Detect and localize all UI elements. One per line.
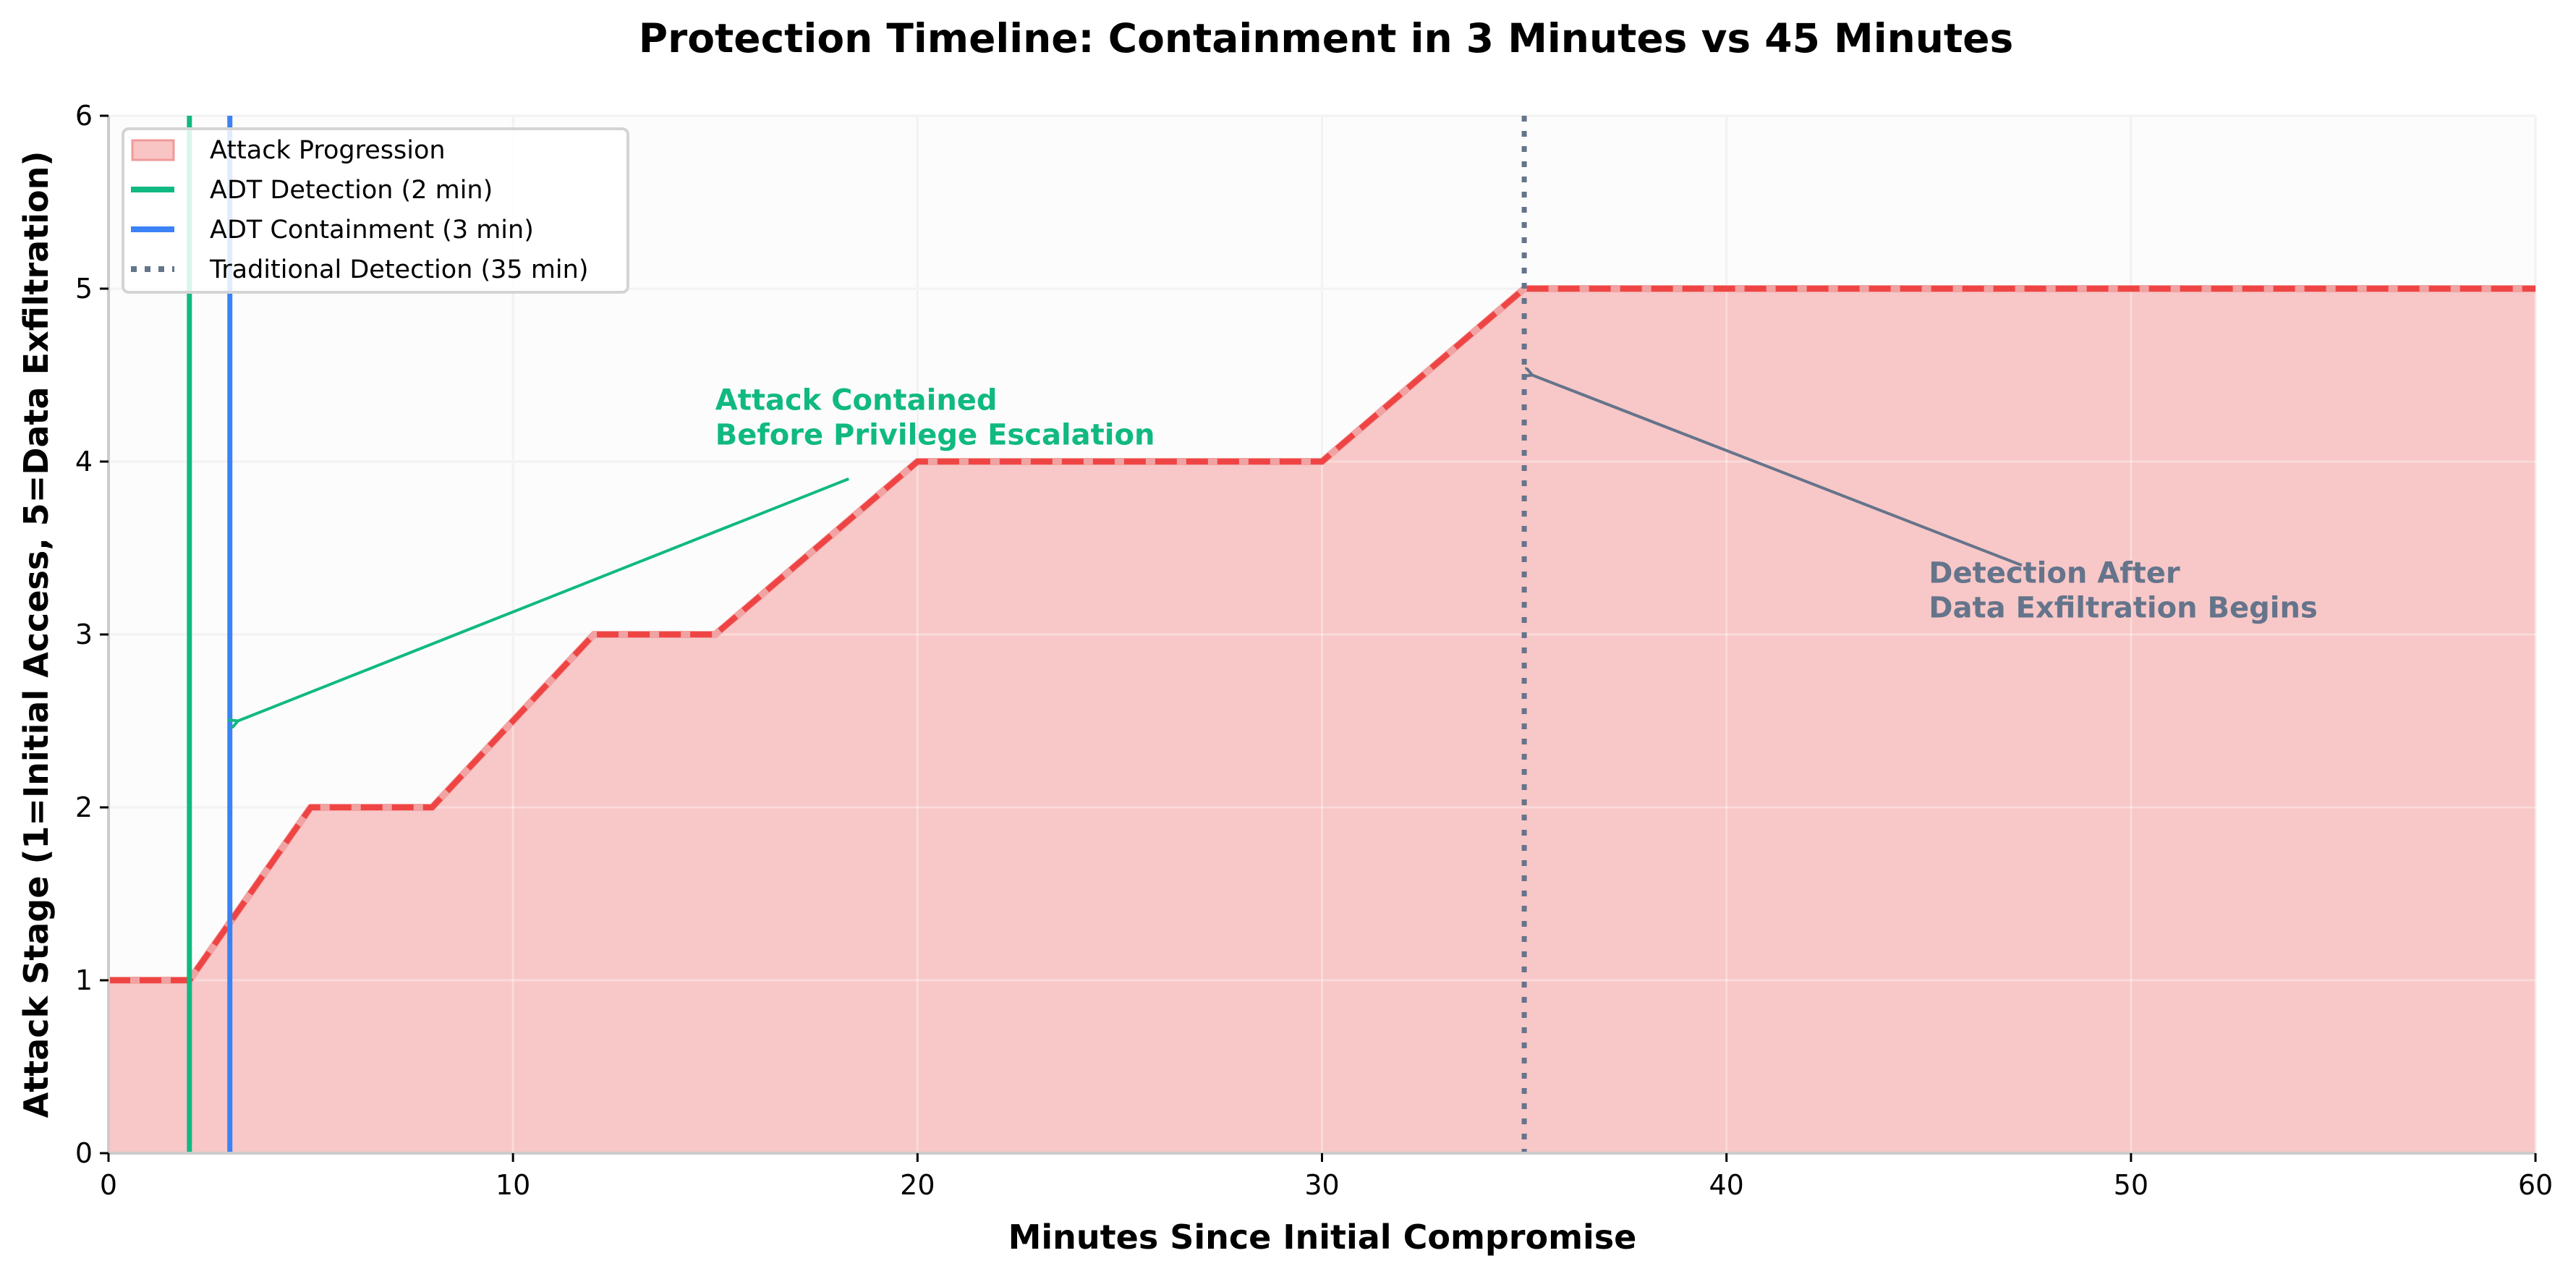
y-tick-label: 1 [75, 964, 93, 996]
x-axis-label: Minutes Since Initial Compromise [1008, 1218, 1637, 1257]
legend-item: Attack Progression [131, 136, 446, 165]
y-tick-label: 4 [75, 446, 93, 477]
legend-label: ADT Detection (2 min) [210, 176, 493, 205]
annotation-arrow [238, 477, 850, 721]
area-fill [109, 289, 2535, 1153]
legend-label: Traditional Detection (35 min) [209, 255, 588, 284]
x-tick-label: 0 [100, 1169, 117, 1201]
chart-title: Protection Timeline: Containment in 3 Mi… [639, 15, 2013, 61]
annotations: Attack Contained Before Privilege Escalat… [238, 375, 2318, 721]
legend-label: Attack Progression [210, 136, 446, 165]
y-axis-ticks: 0 1 2 3 4 5 6 [75, 100, 109, 1169]
legend: Attack Progression ADT Detection (2 min) A… [122, 127, 629, 294]
annotation-arrow [1532, 375, 2023, 567]
legend-item: ADT Detection (2 min) [131, 176, 493, 205]
legend-label: ADT Containment (3 min) [210, 216, 534, 245]
y-tick-label: 3 [75, 619, 93, 650]
legend-box [122, 127, 629, 294]
legend-item: Traditional Detection (35 min) [131, 255, 588, 284]
x-tick-label: 30 [1304, 1169, 1339, 1201]
y-tick-label: 5 [75, 273, 93, 305]
x-tick-label: 50 [2114, 1169, 2148, 1201]
x-tick-label: 10 [496, 1169, 530, 1201]
y-tick-label: 0 [75, 1137, 93, 1169]
annotation-text: Attack Contained Before Privilege Escalat… [715, 383, 1155, 451]
legend-swatch-patch [131, 139, 175, 161]
x-tick-label: 40 [1709, 1169, 1743, 1201]
x-axis-ticks: 0 10 20 30 40 50 60 [100, 1153, 2553, 1201]
y-tick-label: 2 [75, 791, 93, 823]
x-tick-label: 20 [900, 1169, 935, 1201]
x-tick-label: 60 [2518, 1169, 2553, 1201]
y-axis-label: Attack Stage (1=Initial Access, 5=Data E… [17, 151, 56, 1118]
attack-progression-line [109, 286, 2535, 983]
y-tick-label: 6 [75, 100, 93, 132]
annotation-text: Detection After Data Exfiltration Begins [1929, 556, 2318, 624]
legend-item: ADT Containment (3 min) [131, 216, 534, 245]
